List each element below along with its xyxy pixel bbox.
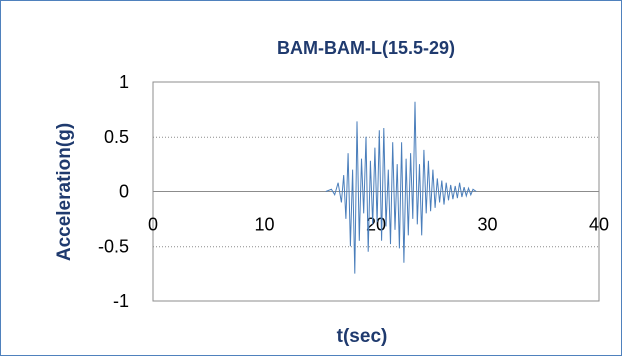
y-tick-label: -1 [113,291,129,311]
y-tick-label: -0.5 [98,236,129,256]
chart-title: BAM-BAM-L(15.5-29) [277,38,455,58]
y-tick-labels: 1 0.5 0 -0.5 -1 [98,72,129,311]
x-tick-label: 0 [148,215,158,235]
y-tick-label: 1 [119,72,129,92]
grid-lines [153,136,599,248]
x-tick-label: 30 [477,215,497,235]
series-layer [325,101,477,274]
x-tick-label: 10 [254,215,274,235]
y-axis-label: Acceleration(g) [54,123,75,261]
series-line [325,101,477,274]
y-tick-label: 0 [119,182,129,202]
x-axis-label: t(sec) [337,326,388,347]
x-tick-labels: 0 10 20 30 40 [148,215,609,235]
x-tick-label: 40 [589,215,609,235]
y-tick-label: 0.5 [104,127,129,147]
